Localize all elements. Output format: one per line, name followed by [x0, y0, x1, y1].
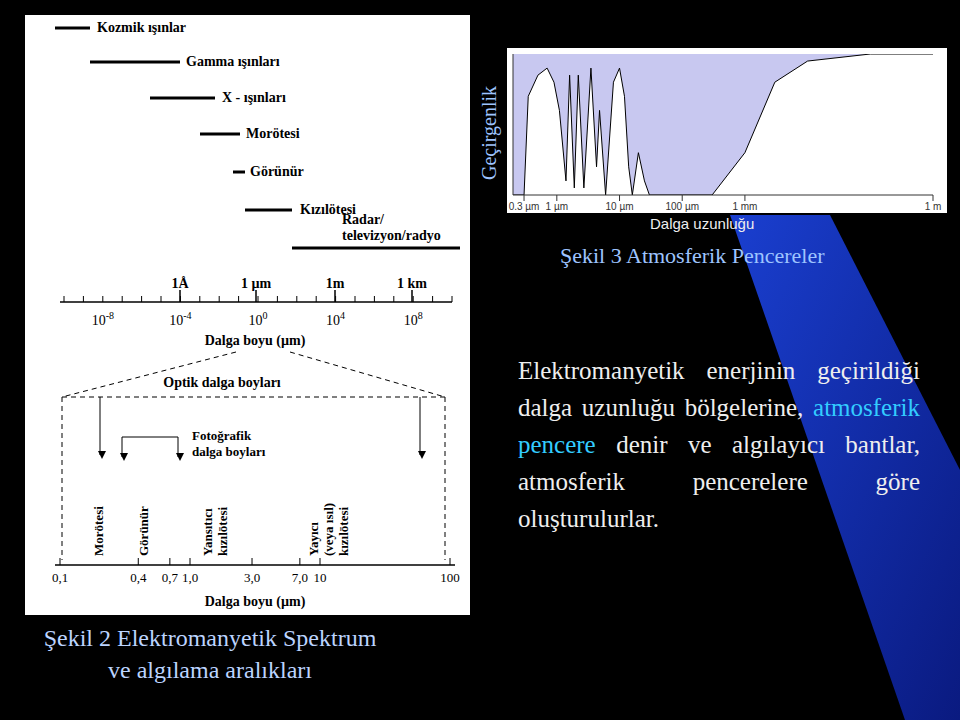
svg-text:televizyon/radyo: televizyon/radyo: [342, 228, 441, 243]
svg-text:Görünür: Görünür: [250, 164, 304, 179]
svg-text:kızılötesi: kızılötesi: [215, 507, 230, 556]
svg-text:Gamma ışınları: Gamma ışınları: [186, 54, 280, 69]
svg-text:Morötesi: Morötesi: [246, 126, 300, 141]
svg-text:10: 10: [314, 570, 327, 585]
svg-text:1 m: 1 m: [925, 201, 942, 212]
svg-text:3,0: 3,0: [244, 570, 260, 585]
svg-text:Fotoğrafik: Fotoğrafik: [192, 428, 252, 443]
svg-text:10 µm: 10 µm: [606, 201, 634, 212]
svg-text:(veya ısıl): (veya ısıl): [321, 503, 336, 556]
svg-text:0.3 µm: 0.3 µm: [509, 201, 540, 212]
svg-text:108: 108: [404, 310, 423, 328]
svg-text:Radar/: Radar/: [342, 212, 385, 227]
svg-text:1 mm: 1 mm: [732, 201, 757, 212]
html-text:Elektromanyetik enerjinin geçi: Elektromanyetik enerjinin geçirildiği da…: [518, 357, 920, 458]
svg-text:Görünür: Görünür: [136, 506, 151, 556]
svg-text:10-4: 10-4: [169, 310, 191, 328]
svg-text:Kızılötesi: Kızılötesi: [300, 202, 356, 217]
svg-text:Yayıcı: Yayıcı: [306, 522, 321, 556]
html-text:denir ve algılayıcı bantlar, a: denir ve algılayıcı bantlar, atmosferik …: [518, 431, 920, 532]
svg-text:Optik dalga boyları: Optik dalga boyları: [163, 375, 281, 390]
svg-text:kızılötesi: kızılötesi: [336, 507, 351, 556]
html-text:Şekil 3 Atmosferik Pencereler: Şekil 3 Atmosferik Pencereler: [560, 243, 825, 268]
svg-text:1 µm: 1 µm: [546, 201, 568, 212]
svg-text:0,1: 0,1: [52, 570, 68, 585]
svg-text:7,0: 7,0: [292, 570, 308, 585]
html-text:Şekil 2 Elektromanyetik Spektr: Şekil 2 Elektromanyetik Spektrum: [43, 625, 377, 651]
svg-text:10-8: 10-8: [92, 310, 114, 328]
svg-text:1m: 1m: [326, 276, 345, 291]
svg-text:0,4: 0,4: [130, 570, 147, 585]
html-text:Dalga uzunluğu: Dalga uzunluğu: [650, 215, 755, 232]
svg-text:104: 104: [326, 310, 345, 328]
svg-text:Kozmik ışınlar: Kozmik ışınlar: [97, 20, 186, 35]
svg-text:X - ışınları: X - ışınları: [222, 90, 286, 105]
svg-text:dalga boyları: dalga boyları: [192, 444, 266, 459]
svg-text:0,7: 0,7: [162, 570, 179, 585]
svg-text:100: 100: [440, 570, 460, 585]
svg-text:1 km: 1 km: [397, 276, 427, 291]
html-text:Geçirgenlik: Geçirgenlik: [478, 86, 500, 180]
svg-text:Dalga boyu (µm): Dalga boyu (µm): [205, 333, 306, 349]
svg-text:Yansıtıcı: Yansıtıcı: [200, 508, 215, 556]
html-text:ve algılama aralıkları: ve algılama aralıkları: [108, 657, 312, 683]
svg-text:1,0: 1,0: [182, 570, 198, 585]
svg-text:1Å: 1Å: [171, 276, 189, 291]
svg-text:Dalga boyu (µm): Dalga boyu (µm): [205, 594, 306, 610]
svg-text:100 µm: 100 µm: [665, 201, 699, 212]
svg-text:Morötesi: Morötesi: [91, 506, 106, 556]
svg-text:100: 100: [249, 310, 268, 328]
svg-text:1 µm: 1 µm: [241, 276, 272, 291]
